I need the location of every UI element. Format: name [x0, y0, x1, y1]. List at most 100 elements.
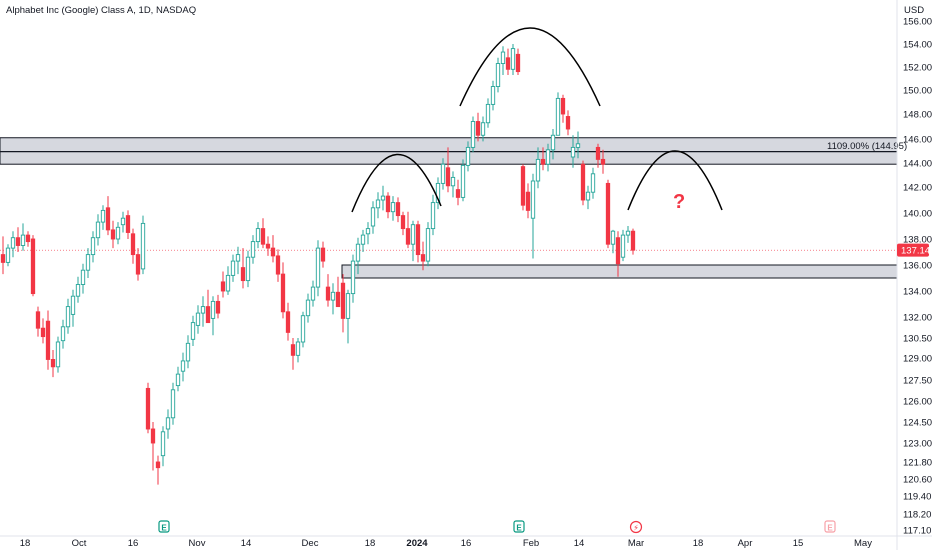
- candle[interactable]: [575, 131, 581, 159]
- candle[interactable]: [100, 205, 106, 230]
- candle[interactable]: [170, 382, 176, 425]
- candle[interactable]: [435, 177, 441, 210]
- candle[interactable]: [195, 305, 201, 334]
- candle[interactable]: [535, 147, 541, 189]
- candle[interactable]: [570, 135, 576, 168]
- candle[interactable]: [385, 192, 391, 219]
- candle[interactable]: [55, 336, 61, 373]
- candle[interactable]: [565, 110, 571, 136]
- candle[interactable]: [610, 229, 616, 254]
- candle[interactable]: [75, 276, 81, 303]
- candle[interactable]: [115, 222, 121, 245]
- candle[interactable]: [205, 289, 211, 324]
- candle[interactable]: [270, 235, 276, 263]
- candle[interactable]: [425, 222, 431, 267]
- candle[interactable]: [505, 48, 511, 76]
- candle[interactable]: [320, 241, 326, 268]
- candle[interactable]: [290, 338, 296, 370]
- candle[interactable]: [300, 311, 306, 348]
- candle[interactable]: [15, 227, 21, 252]
- candle[interactable]: [10, 231, 16, 258]
- candle[interactable]: [95, 214, 101, 246]
- candle[interactable]: [520, 164, 526, 211]
- candle[interactable]: [80, 263, 86, 294]
- candle[interactable]: [325, 274, 331, 307]
- candle[interactable]: [310, 280, 316, 307]
- candle[interactable]: [45, 310, 51, 370]
- candle[interactable]: [250, 235, 256, 264]
- candle[interactable]: [215, 294, 221, 319]
- candle[interactable]: [125, 210, 131, 239]
- candle[interactable]: [90, 231, 96, 263]
- candle[interactable]: [190, 315, 196, 346]
- candle[interactable]: [465, 141, 471, 172]
- candle[interactable]: [20, 223, 26, 251]
- candle[interactable]: [30, 235, 36, 297]
- candle[interactable]: [470, 116, 476, 153]
- candle[interactable]: [380, 185, 386, 211]
- candle[interactable]: [235, 246, 241, 275]
- candle[interactable]: [415, 220, 421, 263]
- candle[interactable]: [330, 283, 336, 315]
- candle[interactable]: [315, 240, 321, 297]
- candle[interactable]: [500, 46, 506, 76]
- candle[interactable]: [65, 298, 71, 334]
- candle[interactable]: [220, 271, 226, 298]
- candle[interactable]: [5, 244, 11, 267]
- candle[interactable]: [530, 173, 536, 259]
- candle[interactable]: [175, 366, 181, 392]
- candle[interactable]: [550, 129, 556, 160]
- candle[interactable]: [40, 318, 46, 344]
- candle[interactable]: [595, 143, 601, 168]
- candle[interactable]: [165, 409, 171, 439]
- candle[interactable]: [140, 215, 146, 275]
- candle[interactable]: [285, 302, 291, 341]
- candle[interactable]: [280, 262, 286, 319]
- candle[interactable]: [495, 57, 501, 93]
- candle[interactable]: [445, 147, 451, 193]
- candle[interactable]: [155, 455, 161, 485]
- candle[interactable]: [110, 220, 116, 249]
- candle[interactable]: [35, 306, 41, 337]
- candle[interactable]: [585, 185, 591, 210]
- candle[interactable]: [85, 248, 91, 278]
- candle[interactable]: [230, 254, 236, 282]
- candle[interactable]: [350, 254, 356, 303]
- candle[interactable]: [135, 248, 141, 281]
- candle[interactable]: [210, 296, 216, 336]
- candle[interactable]: [180, 352, 186, 382]
- candle[interactable]: [160, 426, 166, 467]
- right-shoulder-arc[interactable]: [627, 150, 723, 211]
- candle[interactable]: [395, 197, 401, 223]
- candle[interactable]: [225, 266, 231, 295]
- candle[interactable]: [430, 194, 436, 236]
- dividend-event-icon[interactable]: ⚡: [629, 520, 643, 534]
- candle[interactable]: [420, 241, 426, 271]
- earnings-event-icon[interactable]: E: [513, 520, 525, 533]
- candle[interactable]: [390, 196, 396, 221]
- candle[interactable]: [545, 143, 551, 172]
- candle[interactable]: [105, 196, 111, 236]
- candle[interactable]: [245, 250, 251, 288]
- candle[interactable]: [25, 231, 31, 247]
- candle[interactable]: [335, 276, 341, 308]
- candle[interactable]: [630, 228, 636, 255]
- candle[interactable]: [375, 192, 381, 219]
- candle[interactable]: [440, 158, 446, 190]
- candle[interactable]: [130, 228, 136, 264]
- candle[interactable]: [410, 220, 416, 262]
- candle[interactable]: [580, 160, 586, 206]
- candle[interactable]: [615, 231, 621, 277]
- candle[interactable]: [625, 226, 631, 243]
- candle[interactable]: [460, 159, 466, 202]
- support-zone[interactable]: [341, 264, 898, 279]
- candle[interactable]: [365, 222, 371, 245]
- candle[interactable]: [590, 167, 596, 199]
- candle[interactable]: [475, 112, 481, 142]
- candle[interactable]: [515, 48, 521, 76]
- candle[interactable]: [340, 274, 346, 333]
- candle[interactable]: [360, 229, 366, 252]
- candle[interactable]: [275, 249, 281, 282]
- candle[interactable]: [485, 98, 491, 128]
